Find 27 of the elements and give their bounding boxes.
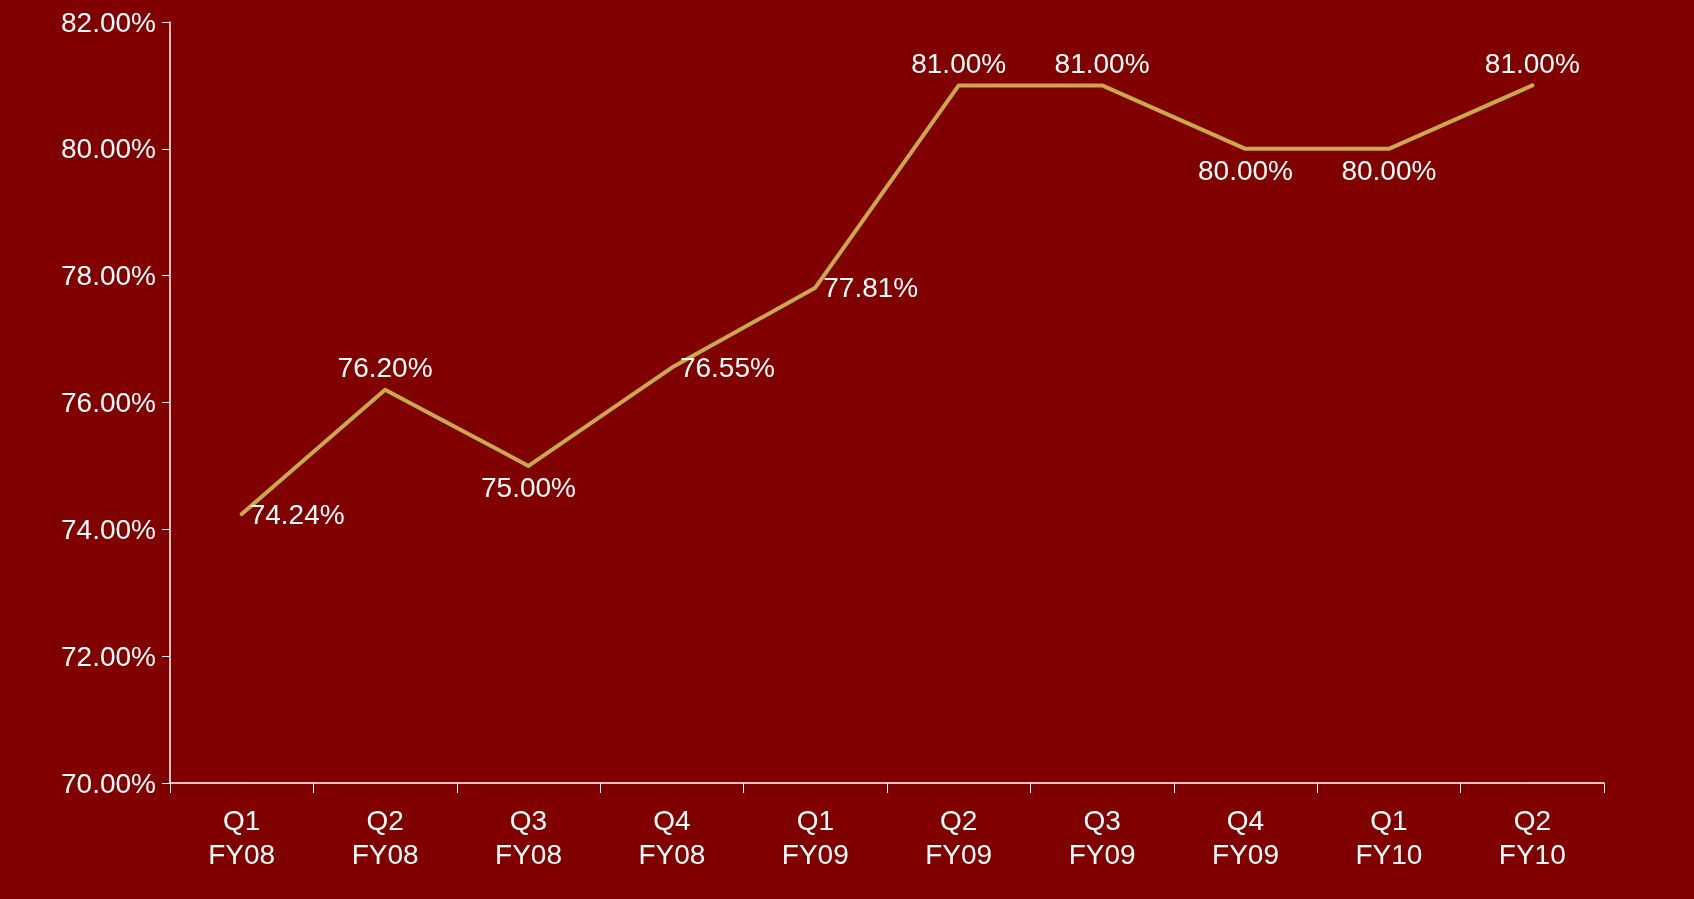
data-label: 75.00% [481,472,576,504]
data-label: 77.81% [823,272,919,304]
y-tick-label: 78.00% [61,260,156,292]
y-tick-label: 74.00% [61,513,156,545]
x-tick-label: Q2 FY09 [925,804,993,870]
y-tick-label: 76.00% [61,387,156,418]
data-label: 76.55% [679,352,775,384]
x-tick-label: Q4 FY08 [638,804,706,870]
data-label: 80.00% [1341,155,1437,187]
data-label: 81.00% [911,47,1007,79]
x-tick-label: Q1 FY09 [781,804,849,870]
data-label: 76.20% [337,352,433,384]
data-label: 80.00% [1198,155,1293,187]
data-label: 81.00% [1054,47,1150,79]
x-tick-label: Q1 FY08 [208,804,276,870]
data-label: 81.00% [1484,47,1580,79]
data-label: 74.24% [249,498,345,530]
x-tick-label: Q2 FY08 [351,804,419,870]
x-tick-label: Q4 FY09 [1212,804,1279,870]
y-tick-label: 72.00% [61,640,156,672]
x-tick-label: Q3 FY08 [495,804,562,870]
x-tick-label: Q1 FY10 [1355,804,1423,870]
y-tick-label: 82.00% [61,6,156,38]
y-tick-label: 80.00% [61,133,156,165]
x-tick-label: Q3 FY09 [1068,804,1136,870]
y-tick-label: 70.00% [61,767,156,799]
x-tick-label: Q2 FY10 [1498,804,1566,870]
